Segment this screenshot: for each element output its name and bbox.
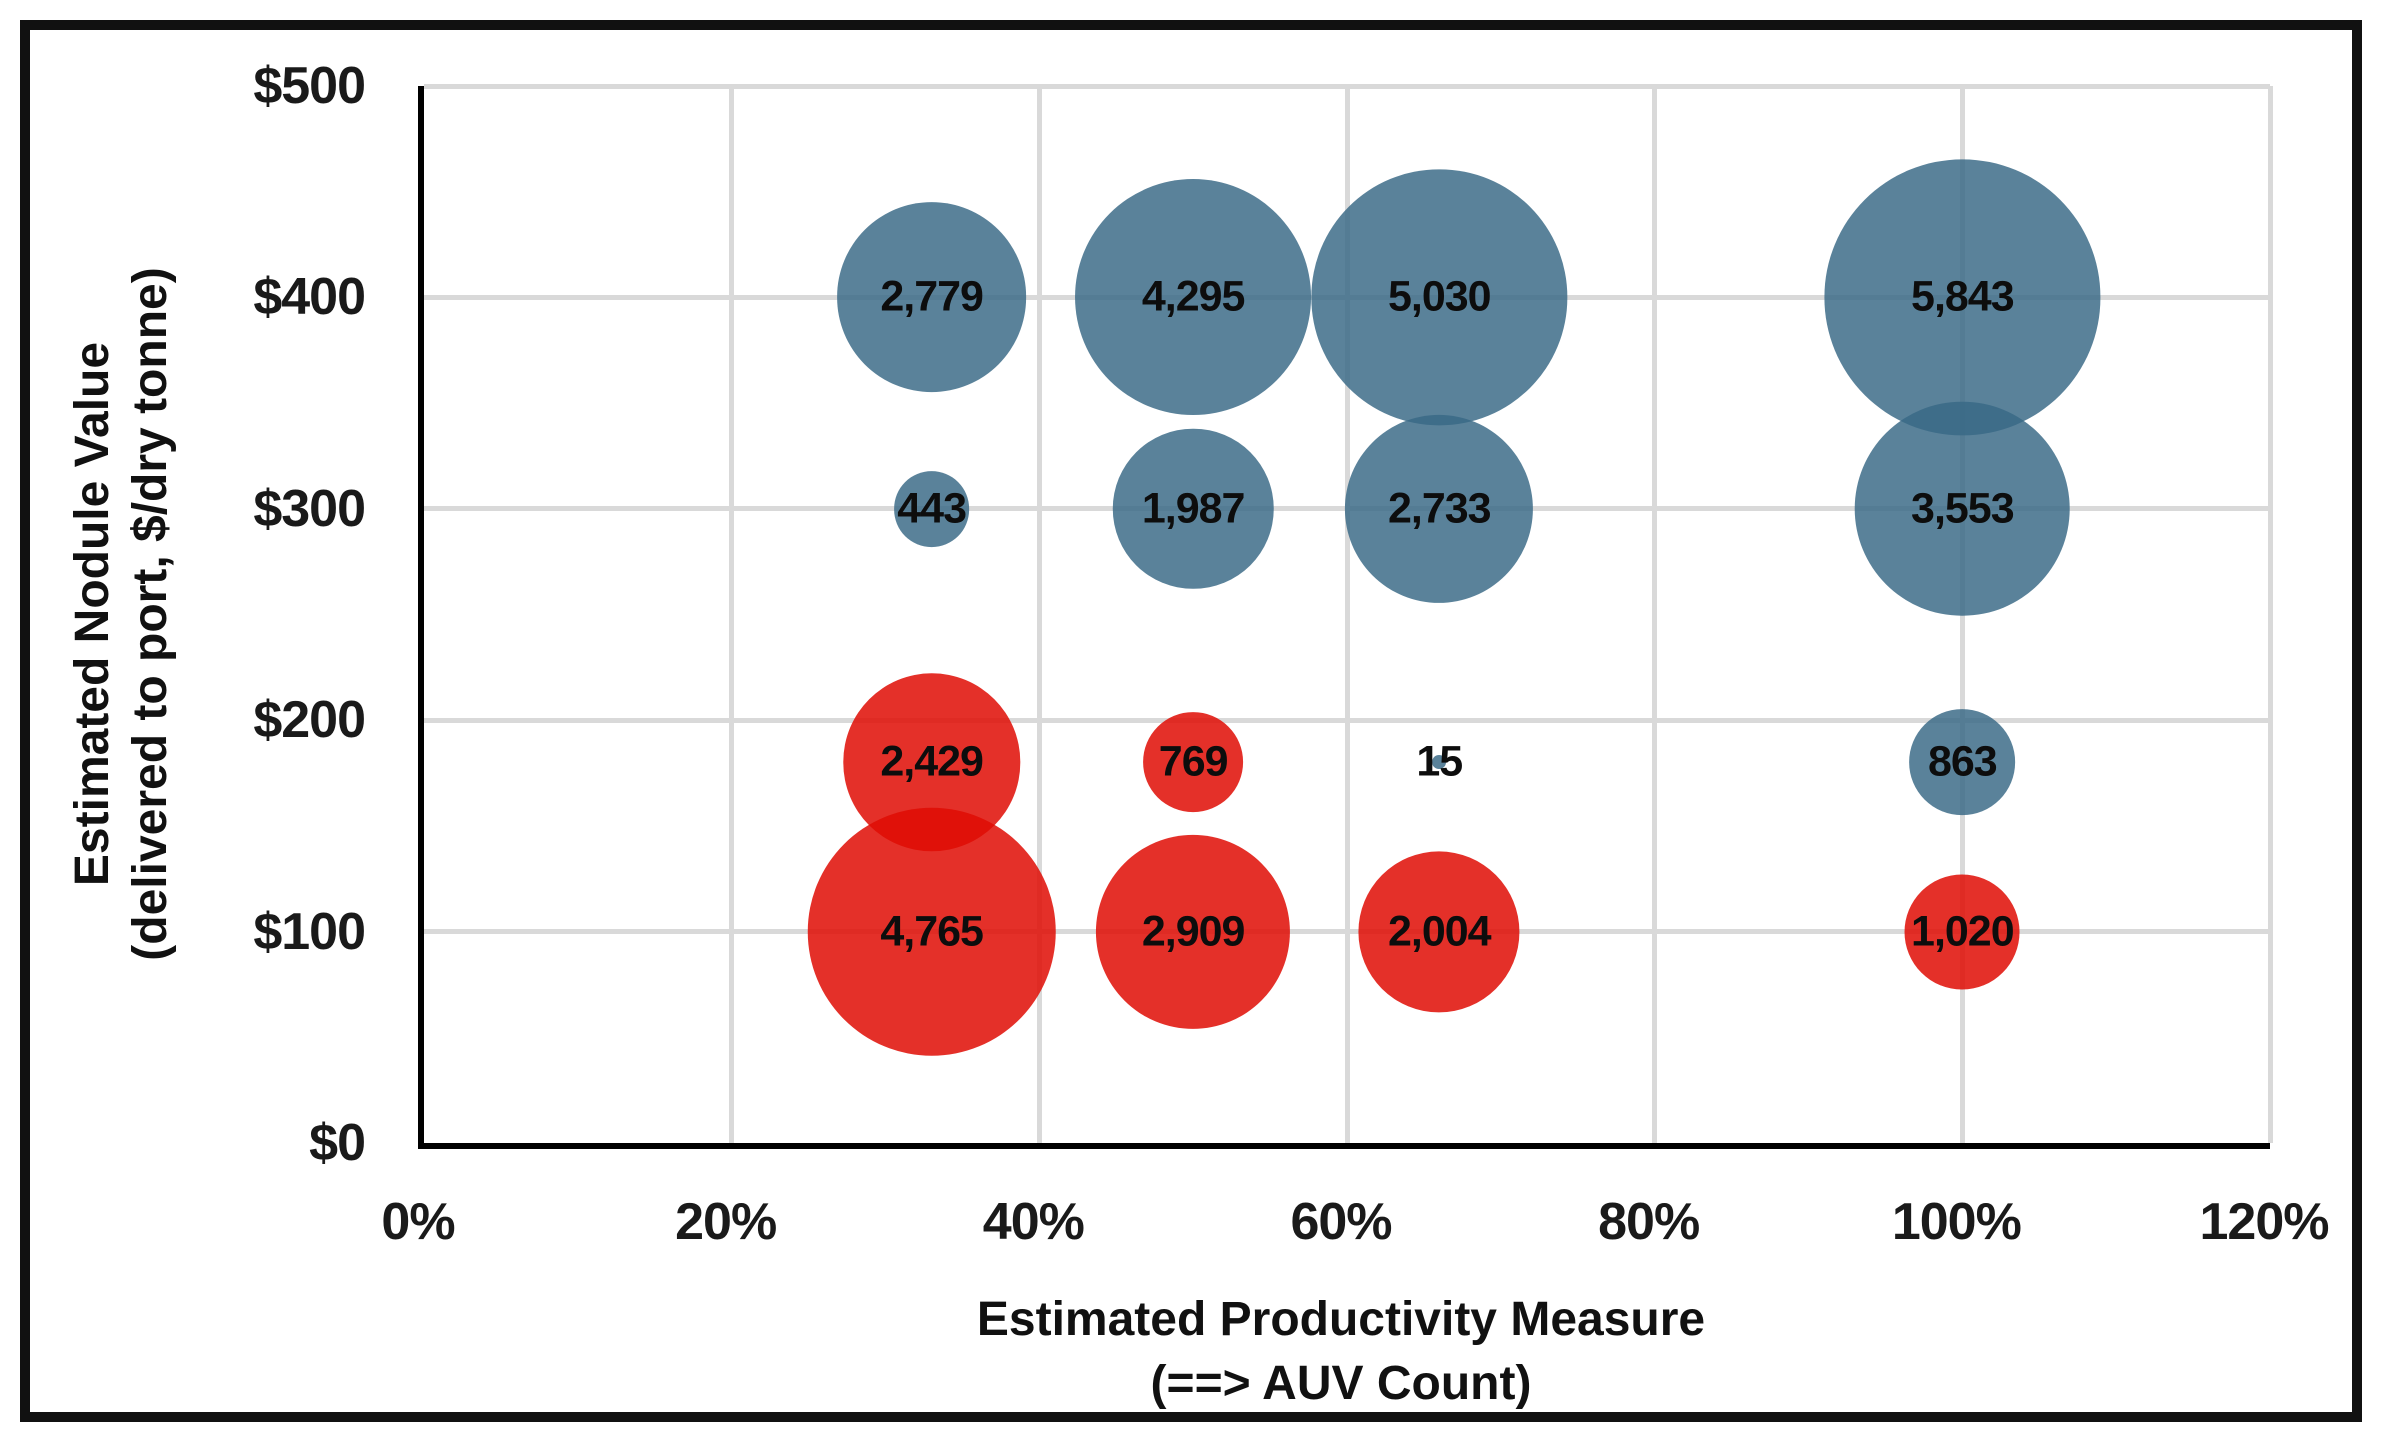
gridline-vertical	[1344, 86, 1350, 1143]
y-tick-label: $500	[253, 57, 366, 115]
bubble-value-label: 443	[897, 484, 967, 533]
bubble-value-label: 1,987	[1141, 484, 1246, 533]
y-axis-title: Estimated Nodule Value (delivered to por…	[64, 267, 180, 960]
bubble-value-label: 2,004	[1387, 907, 1492, 956]
plot-area: 2,779 4,295 5,030 5,843 443 1,987 2,733 3,553 15…	[418, 83, 2273, 1149]
bubble-value-label: 2,733	[1387, 484, 1492, 533]
red-bubble-1020	[1904, 874, 2020, 990]
gridline-vertical	[2267, 86, 2273, 1143]
bubble-value-label: 5,030	[1387, 272, 1492, 321]
red-bubble-4765	[807, 807, 1056, 1056]
bubble-value-label: 5,843	[1911, 272, 2015, 321]
blue-bubble-15	[1432, 755, 1447, 770]
blue-bubble-5030	[1311, 169, 1567, 426]
bubble-value-label: 2,909	[1141, 907, 1246, 956]
bubble-value-label: 15	[1416, 737, 1463, 786]
blue-bubble-2779	[836, 202, 1027, 393]
bubble-value-label: 2,779	[880, 272, 984, 321]
red-bubble-2004	[1358, 851, 1520, 1013]
gridline-vertical	[1036, 86, 1042, 1143]
x-tick-label: 20%	[675, 1193, 777, 1251]
y-axis-title-line2: (delivered to port, $/dry tonne)	[124, 267, 177, 961]
x-axis-title-line1: Estimated Productivity Measure	[976, 1293, 1706, 1346]
y-tick-label: $0	[309, 1114, 366, 1172]
x-tick-label: 120%	[2199, 1193, 2330, 1251]
y-tick-label: $200	[253, 691, 366, 750]
bubble-value-label: 769	[1158, 737, 1229, 786]
gridline-vertical	[729, 86, 735, 1143]
blue-bubble-2733	[1345, 414, 1534, 603]
gridline-vertical	[1652, 86, 1658, 1143]
bubble-value-label: 4,295	[1141, 272, 1246, 321]
y-tick-label: $300	[253, 479, 366, 538]
bubble-value-label: 2,429	[880, 737, 984, 786]
gridline-horizontal	[424, 83, 2270, 89]
x-axis-title-line2: (==> AUV Count)	[1150, 1357, 1532, 1410]
gridline-horizontal	[424, 717, 2270, 723]
x-axis-title: Estimated Productivity Measure (==> AUV …	[418, 1288, 2264, 1416]
y-axis-title-line1: Estimated Nodule Value	[66, 341, 119, 887]
blue-bubble-1987	[1112, 428, 1274, 590]
red-bubble-769	[1143, 712, 1244, 813]
gridline-horizontal	[424, 929, 2270, 935]
blue-bubble-4295	[1075, 179, 1312, 416]
x-tick-label: 40%	[982, 1193, 1085, 1251]
x-tick-label: 0%	[381, 1193, 455, 1251]
blue-bubble-863	[1909, 709, 2016, 816]
x-tick-label: 60%	[1290, 1193, 1392, 1251]
blue-bubble-443	[893, 470, 970, 547]
bubble-value-label: 1,020	[1911, 907, 2015, 956]
x-tick-label: 80%	[1598, 1193, 1700, 1251]
x-tick-label: 100%	[1891, 1193, 2022, 1251]
y-tick-label: $100	[253, 902, 366, 961]
blue-bubble-3553	[1855, 401, 2070, 617]
bubble-value-label: 4,765	[880, 907, 984, 956]
bubble-value-label: 863	[1927, 737, 1998, 786]
red-bubble-2909	[1096, 834, 1291, 1029]
y-tick-label: $400	[253, 268, 366, 327]
blue-bubble-5843	[1824, 159, 2100, 435]
bubble-value-label: 3,553	[1911, 484, 2015, 533]
